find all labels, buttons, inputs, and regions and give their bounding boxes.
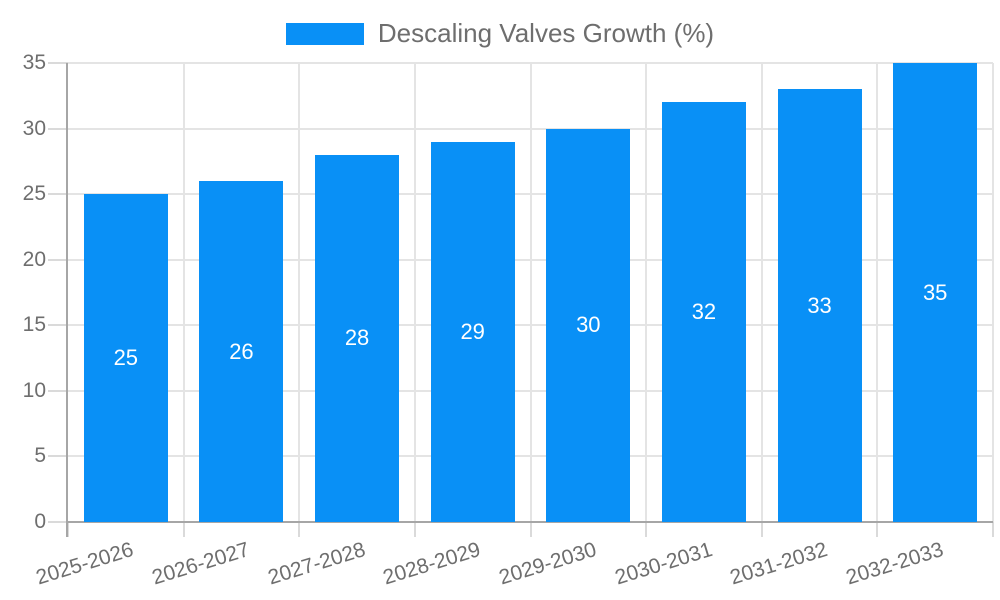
- bar-value-label: 35: [922, 279, 948, 305]
- y-tick-label: 20: [22, 247, 46, 271]
- x-tick-mark: [645, 522, 648, 537]
- y-tick-label: 10: [22, 378, 46, 402]
- x-tick-mark: [298, 522, 301, 537]
- bar[interactable]: 30: [546, 128, 631, 522]
- y-tick-mark: [48, 324, 68, 327]
- v-gridline: [645, 63, 648, 522]
- bar[interactable]: 32: [661, 102, 746, 522]
- y-tick-mark: [48, 62, 68, 64]
- y-tick-label: 25: [22, 182, 46, 206]
- x-tick-mark: [413, 522, 416, 537]
- bar-value-label: 26: [229, 338, 254, 364]
- y-tick-label: 0: [34, 510, 46, 533]
- v-gridline: [182, 63, 185, 522]
- x-tick-label: 2025-2026: [33, 538, 137, 590]
- v-gridline: [992, 63, 994, 522]
- v-gridline: [529, 63, 532, 522]
- y-tick-label: 30: [22, 116, 46, 140]
- bar-value-label: 28: [344, 325, 370, 351]
- x-tick-mark: [529, 522, 532, 537]
- x-tick-label: 2031-2032: [727, 538, 831, 590]
- bar-value-label: 33: [807, 292, 832, 318]
- y-tick-mark: [48, 521, 68, 523]
- bar[interactable]: 28: [315, 154, 400, 522]
- y-tick-label: 15: [22, 313, 46, 337]
- x-tick-label: 2030-2031: [611, 538, 715, 590]
- y-tick-mark: [48, 127, 68, 130]
- bar[interactable]: 25: [83, 194, 168, 522]
- x-tick-label: 2029-2030: [496, 538, 600, 590]
- v-gridline: [413, 63, 416, 522]
- x-tick-label: 2028-2029: [380, 538, 484, 590]
- chart-legend[interactable]: Descaling Valves Growth (%): [0, 18, 1000, 49]
- x-tick-label: 2026-2027: [149, 538, 253, 590]
- x-axis-line: [66, 521, 993, 523]
- x-tick-mark: [182, 522, 185, 537]
- y-tick-label: 5: [34, 444, 46, 468]
- bar[interactable]: 33: [777, 89, 862, 522]
- y-tick-label: 35: [22, 51, 46, 74]
- x-tick-mark: [992, 522, 994, 537]
- bar[interactable]: 35: [893, 63, 978, 522]
- bar-value-label: 32: [691, 299, 717, 325]
- y-tick-mark: [48, 258, 68, 261]
- x-tick-mark: [67, 522, 69, 537]
- x-tick-label: 2027-2028: [265, 538, 368, 590]
- x-tick-mark: [760, 522, 763, 537]
- y-axis-line: [66, 63, 68, 537]
- bar[interactable]: 26: [199, 181, 284, 522]
- v-gridline: [876, 63, 879, 522]
- x-tick-label: 2032-2033: [843, 538, 946, 590]
- x-tick-mark: [876, 522, 879, 537]
- legend-color-swatch: [285, 22, 364, 45]
- bar-value-label: 30: [576, 312, 601, 338]
- bar-value-label: 25: [113, 345, 139, 371]
- y-tick-mark: [48, 455, 68, 458]
- y-tick-mark: [48, 389, 68, 392]
- y-tick-mark: [48, 193, 68, 196]
- legend-series-label: Descaling Valves Growth (%): [377, 18, 715, 48]
- v-gridline: [298, 63, 301, 522]
- bar-value-label: 29: [460, 318, 485, 344]
- bar[interactable]: 29: [430, 141, 515, 522]
- v-gridline: [760, 63, 763, 522]
